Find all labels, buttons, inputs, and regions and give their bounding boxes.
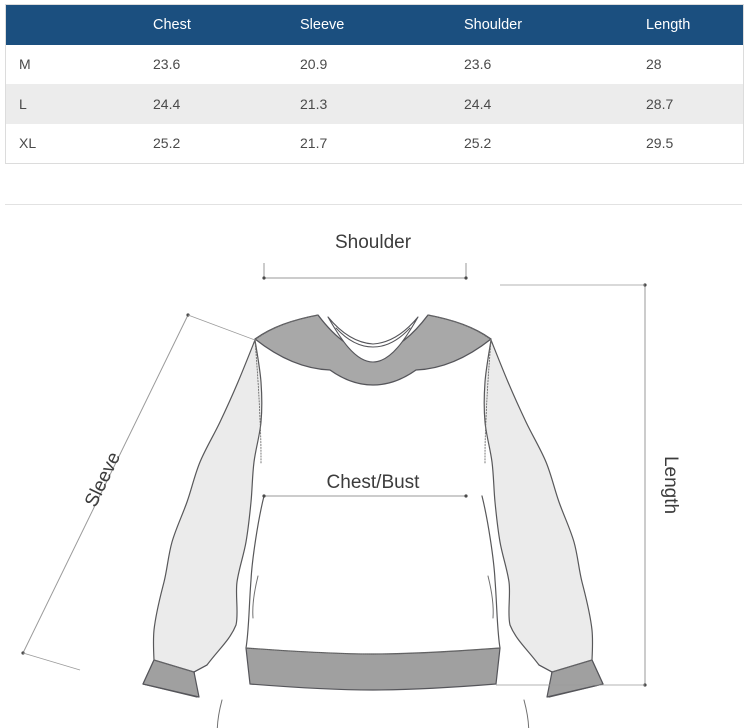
svg-text:Sleeve: Sleeve [81, 449, 125, 510]
svg-text:Shoulder: Shoulder [335, 232, 412, 253]
svg-text:Length: Length [660, 456, 681, 514]
svg-text:Chest/Bust: Chest/Bust [327, 472, 421, 493]
